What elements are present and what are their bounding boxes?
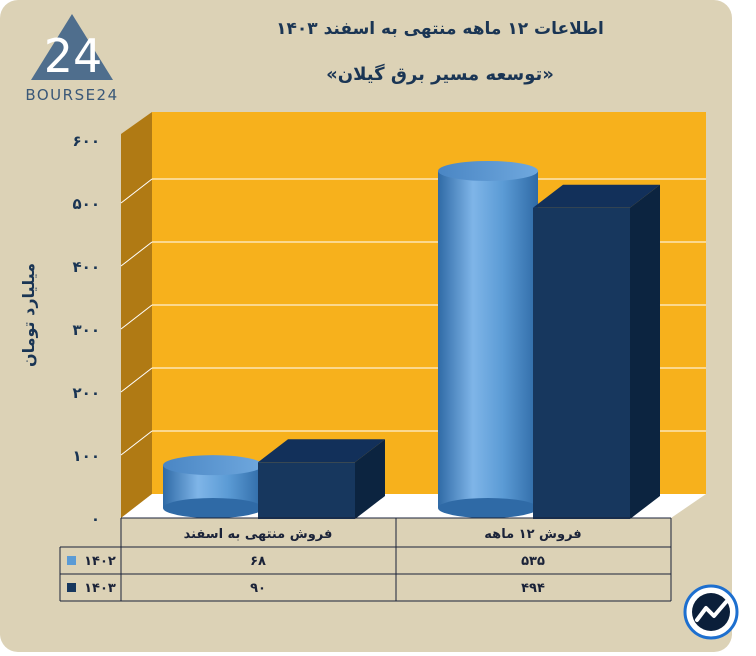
gridline	[120, 430, 153, 456]
bar-۱۴۰۲	[438, 160, 538, 518]
y-tick-label: ۶۰۰	[73, 132, 100, 150]
trend-badge-icon	[683, 584, 739, 640]
box-top	[258, 439, 385, 463]
bar-۱۴۰۲	[163, 455, 263, 518]
data-label: ۶۸	[250, 554, 266, 569]
y-tick-label: ۲۰۰	[73, 384, 100, 402]
legend-label: ۱۴۰۳	[84, 581, 116, 596]
category-label: فروش ۱۲ ماهه	[484, 527, 581, 542]
legend-swatch	[67, 556, 76, 565]
data-label: ۴۹۴	[521, 581, 545, 596]
box-front	[533, 207, 630, 519]
category-label: فروش منتهی به اسفند	[184, 527, 333, 542]
y-tick-label: ۵۰۰	[73, 195, 100, 213]
box-front	[258, 462, 355, 519]
chart-subtitle: «توسعه مسیر برق گیلان»	[326, 63, 554, 85]
logo-wordmark: BOURSE24	[25, 86, 118, 104]
legend-swatch	[67, 583, 76, 592]
badge-trend-line	[695, 600, 728, 622]
cylinder-top	[163, 455, 263, 476]
data-table: فروش منتهی به اسفند فروش ۱۲ ماهه ۱۴۰۲ ۱۴…	[59, 517, 672, 602]
logo-triangle	[31, 14, 113, 80]
cylinder-base	[163, 498, 263, 518]
y-tick-label: ۱۰۰	[73, 447, 100, 465]
gridline	[120, 241, 153, 267]
data-label: ۹۰	[250, 581, 266, 596]
gridline	[120, 367, 153, 393]
gridline	[120, 178, 153, 204]
box-top	[533, 184, 660, 208]
chart-title: اطلاعات ۱۲ ماهه منتهی به اسفند ۱۴۰۳	[276, 19, 604, 39]
y-tick-label: ۰	[91, 510, 100, 528]
cylinder-body	[438, 170, 538, 508]
cylinder-base	[438, 498, 538, 518]
data-label: ۵۳۵	[521, 554, 545, 569]
bar-۱۴۰۳	[533, 184, 660, 519]
y-tick-label: ۳۰۰	[73, 321, 100, 339]
y-tick-label: ۴۰۰	[73, 258, 100, 276]
bar-۱۴۰۳	[258, 439, 385, 519]
plot-side-wall	[121, 112, 152, 518]
legend-label: ۱۴۰۲	[84, 554, 116, 569]
box-side	[355, 439, 385, 519]
gridline	[120, 304, 153, 330]
cylinder-top	[438, 160, 538, 181]
logo-number: 24	[44, 29, 103, 83]
bourse24-logo: 24 BOURSE24	[25, 14, 118, 104]
y-axis-label: میلیارد تومان	[19, 263, 38, 367]
box-side	[630, 184, 660, 519]
